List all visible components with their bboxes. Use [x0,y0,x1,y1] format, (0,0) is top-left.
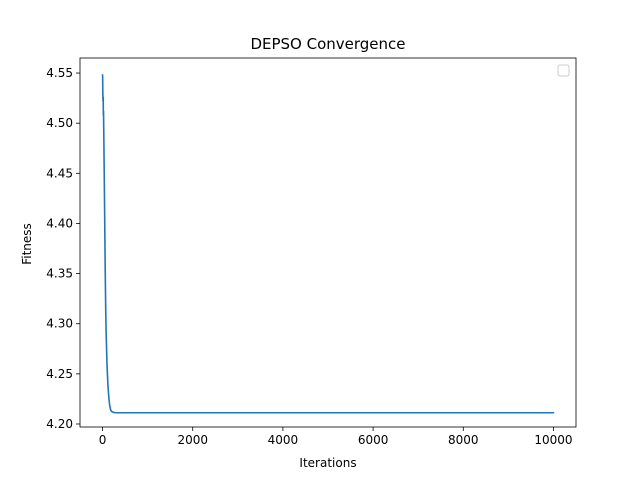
legend-box [557,64,570,77]
y-tick-label: 4.35 [46,267,73,281]
x-tick-label: 2000 [177,433,208,447]
x-tick-label: 8000 [448,433,479,447]
y-tick-label: 4.45 [46,166,73,180]
series-line-0 [101,74,555,414]
plot-frame [79,57,577,428]
x-axis-label: Iterations [299,456,356,470]
x-tick-label: 4000 [268,433,299,447]
chart-title: DEPSO Convergence [250,35,405,53]
y-axis-ticks: 4.20 4.25 4.30 4.35 4.40 4.45 4.50 4.55 [46,66,80,431]
y-axis-label: Fitness [20,223,34,265]
y-tick-label: 4.40 [46,216,73,230]
x-tick-label: 10000 [534,433,572,447]
y-tick-label: 4.25 [46,367,73,381]
y-tick-label: 4.20 [46,417,73,431]
x-tick-label: 6000 [358,433,389,447]
x-tick-label: 0 [99,433,107,447]
y-tick-label: 4.55 [46,66,73,80]
plot-area [101,74,555,414]
y-tick-label: 4.30 [46,317,73,331]
y-tick-label: 4.50 [46,116,73,130]
x-axis-ticks: 0 2000 4000 6000 8000 10000 [99,427,573,447]
